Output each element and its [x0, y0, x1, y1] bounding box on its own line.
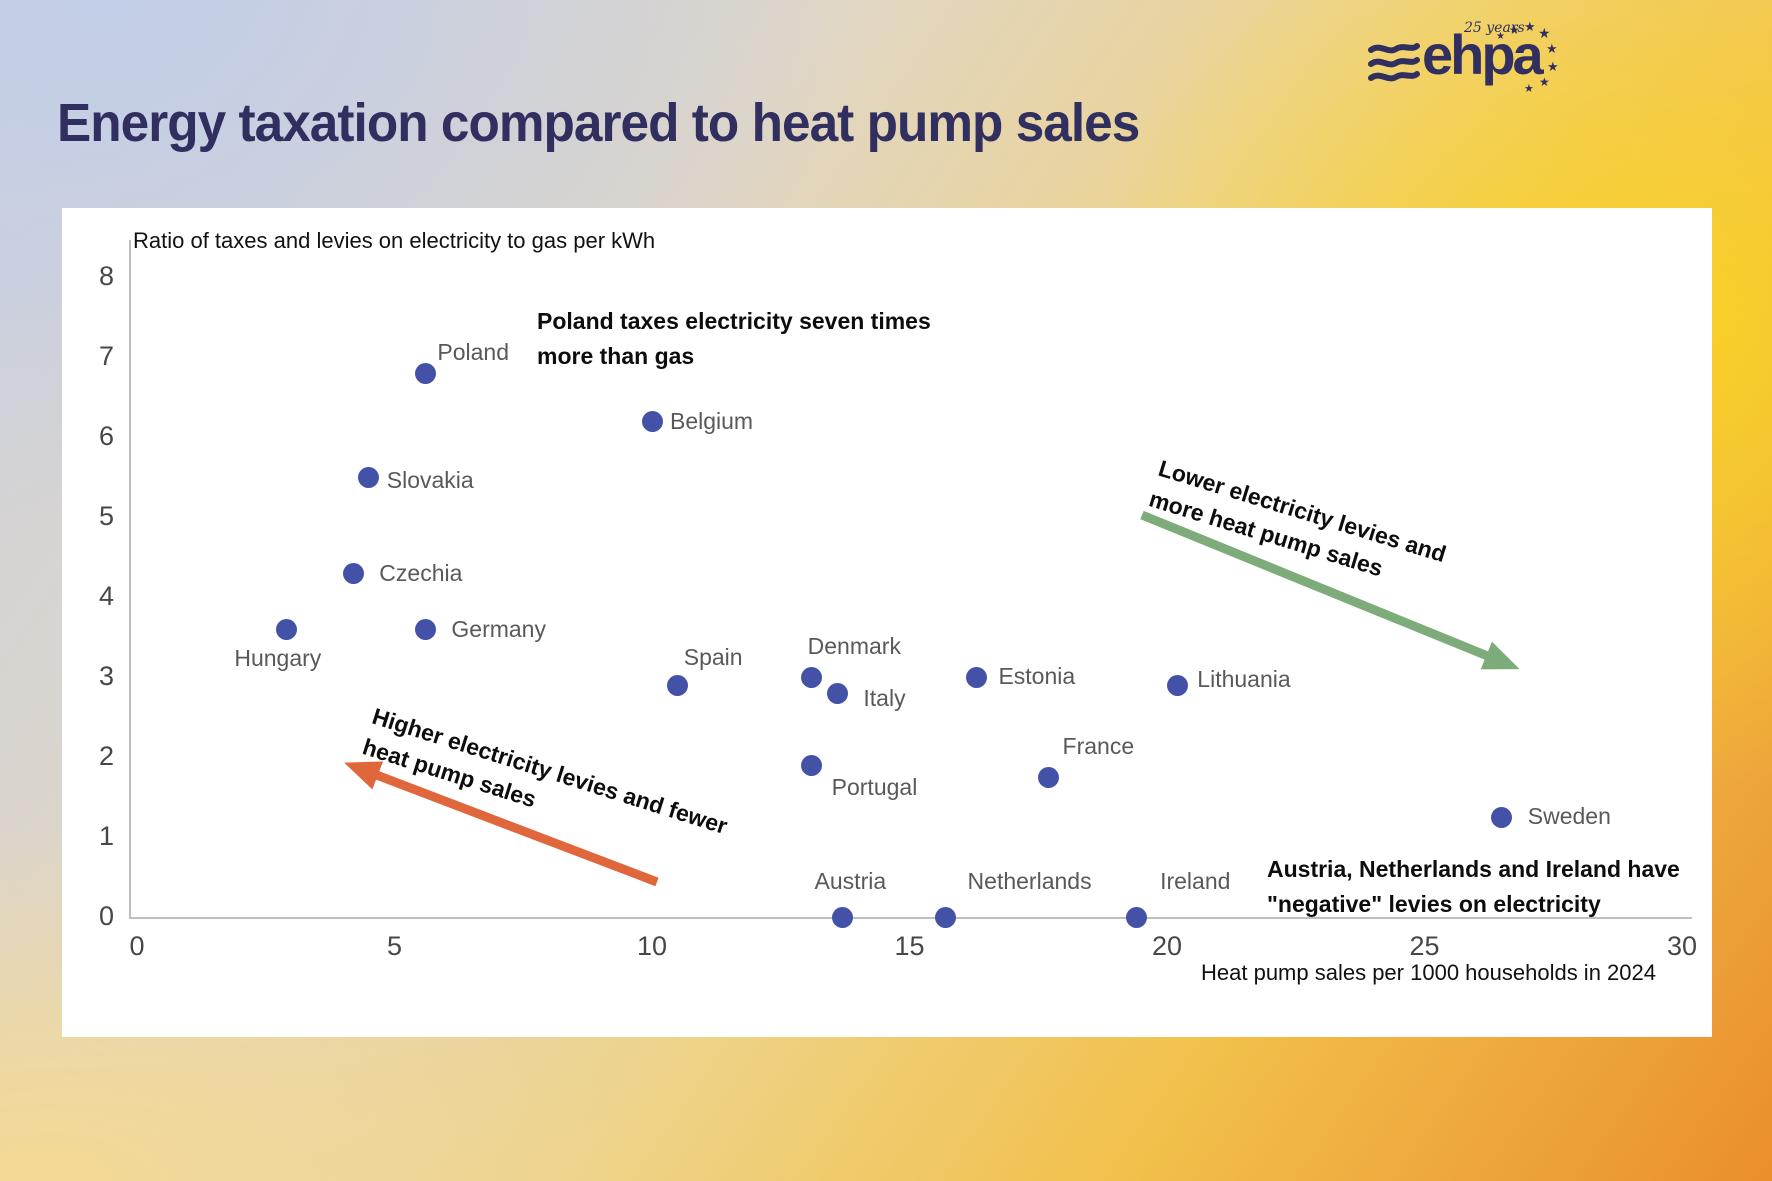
y-tick-label: 7 [98, 341, 114, 371]
annotation-negative-levies: Austria, Netherlands and Ireland have "n… [1267, 852, 1680, 921]
y-tick-label: 1 [98, 821, 114, 851]
data-point-belgium [641, 410, 663, 432]
annotation-higher-levies: Higher electricity levies and fewer heat… [359, 700, 732, 873]
point-label-netherlands: Netherlands [967, 868, 1092, 894]
data-point-slovakia [358, 466, 380, 488]
y-tick-label: 2 [98, 741, 114, 771]
data-point-portugal [801, 754, 823, 776]
y-axis-title: Ratio of taxes and levies on electricity… [133, 228, 656, 253]
point-label-austria: Austria [814, 868, 887, 894]
point-label-czechia: Czechia [379, 560, 463, 586]
data-point-spain [667, 674, 689, 696]
y-tick-label: 4 [98, 581, 114, 611]
data-point-czechia [342, 562, 364, 584]
data-point-france [1038, 766, 1060, 788]
point-label-hungary: Hungary [234, 645, 322, 671]
y-axis-line [129, 240, 131, 917]
y-tick-label: 6 [98, 421, 114, 451]
x-tick-label: 25 [1409, 931, 1440, 961]
annotation-lower-levies: Lower electricity levies and more heat p… [1145, 452, 1450, 601]
x-axis-line [129, 917, 1692, 919]
point-label-denmark: Denmark [807, 633, 901, 659]
data-point-austria [832, 906, 854, 928]
y-tick-label: 0 [98, 901, 114, 931]
y-tick-label: 3 [98, 661, 114, 691]
point-label-portugal: Portugal [831, 774, 918, 800]
chart-panel: Ratio of taxes and levies on electricity… [62, 208, 1712, 1037]
y-tick-label: 8 [98, 261, 114, 291]
data-point-italy [826, 682, 848, 704]
logo-brand: ehpa [1422, 23, 1544, 86]
y-tick-label: 5 [98, 501, 114, 531]
point-label-germany: Germany [451, 616, 546, 642]
point-label-slovakia: Slovakia [386, 467, 474, 493]
x-tick-label: 0 [129, 931, 145, 961]
data-point-hungary [275, 618, 297, 640]
star-icon: ★ [1509, 23, 1520, 37]
annotation-line: Poland taxes electricity seven times [537, 308, 931, 334]
data-point-netherlands [935, 906, 957, 928]
point-label-estonia: Estonia [998, 663, 1076, 689]
annotation-poland: Poland taxes electricity seven times mor… [537, 304, 931, 373]
star-icon: ★ [1524, 83, 1534, 95]
x-tick-label: 15 [894, 931, 925, 961]
star-icon: ★ [1547, 59, 1559, 74]
annotation-line: Austria, Netherlands and Ireland have [1267, 856, 1680, 882]
point-label-italy: Italy [863, 685, 906, 711]
star-icon: ★ [1496, 31, 1505, 42]
x-tick-label: 10 [636, 931, 668, 961]
logo-badge: 25 years [1464, 20, 1525, 36]
data-point-estonia [965, 666, 987, 688]
point-label-lithuania: Lithuania [1197, 666, 1291, 692]
point-label-sweden: Sweden [1527, 803, 1611, 829]
star-icon: ★ [1524, 19, 1536, 34]
data-point-poland [414, 362, 436, 384]
waves-icon [1368, 43, 1420, 82]
x-tick-label: 30 [1666, 931, 1698, 961]
x-tick-label: 5 [386, 931, 403, 961]
ehpa-logo: ehpa 25 years ★ ★ ★ ★ ★ ★ ★ ★ [1368, 18, 1563, 102]
annotation-line: more than gas [537, 342, 695, 369]
point-label-poland: Poland [437, 339, 510, 365]
point-label-belgium: Belgium [670, 408, 754, 434]
star-icon: ★ [1538, 25, 1551, 41]
page-title: Energy taxation compared to heat pump sa… [57, 93, 1140, 153]
data-point-lithuania [1166, 674, 1188, 696]
star-icon: ★ [1539, 75, 1550, 89]
point-label-france: France [1062, 733, 1135, 759]
data-point-denmark [801, 666, 823, 688]
point-label-spain: Spain [683, 644, 743, 670]
data-point-germany [414, 618, 436, 640]
point-label-ireland: Ireland [1160, 868, 1231, 894]
star-icon: ★ [1546, 41, 1558, 56]
x-tick-label: 20 [1151, 931, 1183, 961]
annotation-line: "negative" levies on electricity [1267, 890, 1601, 917]
data-point-ireland [1125, 906, 1147, 928]
data-point-sweden [1491, 806, 1513, 828]
x-axis-title: Heat pump sales per 1000 households in 2… [1201, 960, 1656, 985]
